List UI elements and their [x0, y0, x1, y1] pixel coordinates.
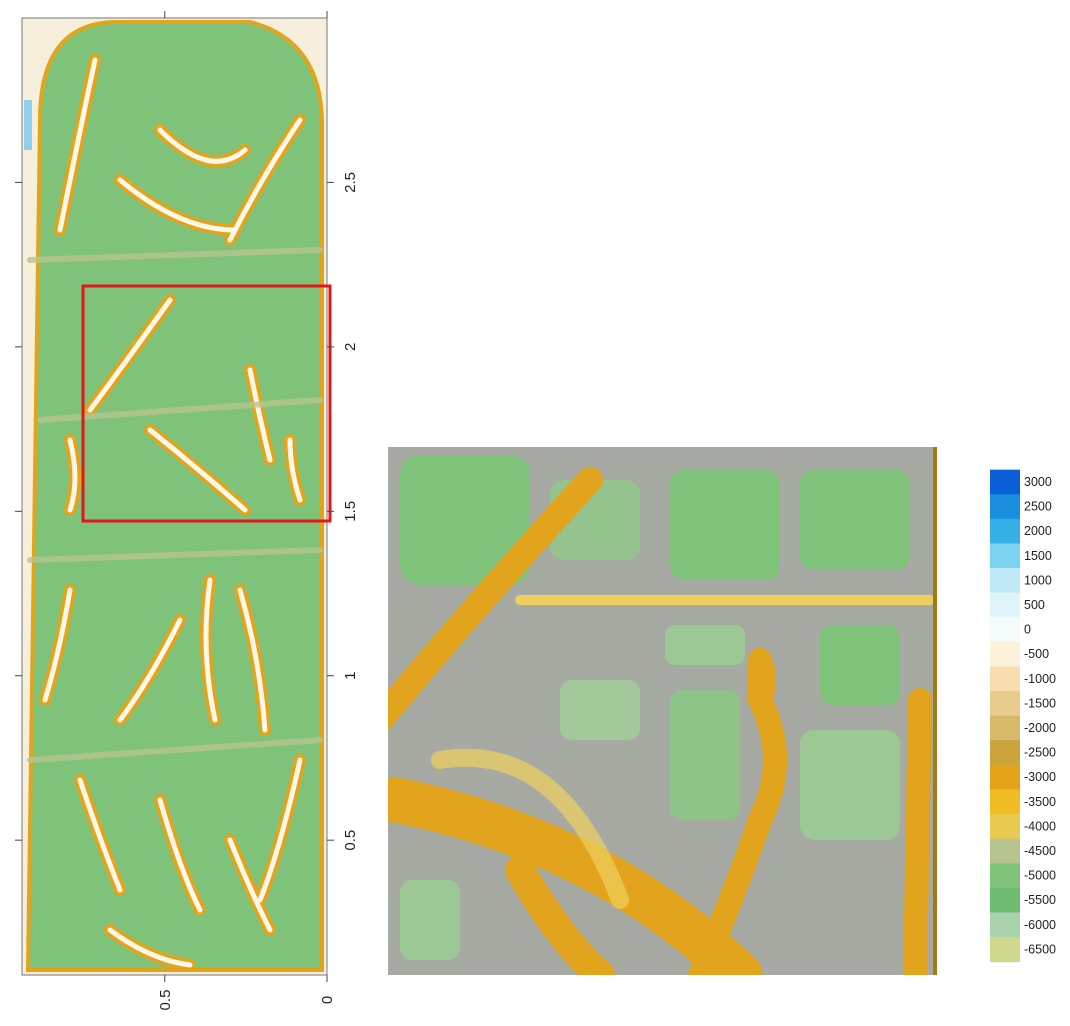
- colorbar-label: 0: [1024, 623, 1031, 637]
- colorbar-swatch: [990, 937, 1020, 962]
- colorbar-label: -2500: [1024, 746, 1056, 760]
- colorbar-label: 500: [1024, 598, 1045, 612]
- colorbar-swatch: [990, 691, 1020, 716]
- colorbar-label: -500: [1024, 647, 1049, 661]
- colorbar-label: 2500: [1024, 500, 1052, 514]
- colorbar-label: -1500: [1024, 696, 1056, 710]
- colorbar-label: 1500: [1024, 549, 1052, 563]
- y-tick-label: 0.5: [342, 830, 359, 851]
- colorbar-swatch: [990, 740, 1020, 765]
- colorbar-swatch: [990, 544, 1020, 569]
- colorbar-label: -6500: [1024, 942, 1056, 956]
- colorbar: 3000 2500 2000 1500 1000 500 0 -500 -1000 -1500 -2…: [990, 470, 1056, 962]
- colorbar-swatch: [990, 839, 1020, 864]
- x-tick-label: 0.5: [157, 990, 174, 1011]
- x-tick-label: 0: [319, 996, 336, 1004]
- y-tick-label: 2.5: [342, 172, 359, 193]
- colorbar-label: 2000: [1024, 524, 1052, 538]
- colorbar-label: 1000: [1024, 573, 1052, 587]
- colorbar-label: -3000: [1024, 770, 1056, 784]
- colorbar-swatch: [990, 790, 1020, 815]
- zoom-image: [380, 447, 937, 975]
- y-tick-label: 1: [342, 672, 359, 680]
- colorbar-swatch: [990, 765, 1020, 790]
- colorbar-label: -6000: [1024, 918, 1056, 932]
- colorbar-swatch: [990, 617, 1020, 642]
- colorbar-swatch: [990, 568, 1020, 593]
- colorbar-swatch: [990, 814, 1020, 839]
- colorbar-swatch: [990, 863, 1020, 888]
- colorbar-swatch: [990, 913, 1020, 938]
- colorbar-swatch: [990, 519, 1020, 544]
- map-image: [22, 18, 327, 975]
- colorbar-label: -4500: [1024, 844, 1056, 858]
- colorbar-swatch: [990, 667, 1020, 692]
- colorbar-label: -1000: [1024, 672, 1056, 686]
- colorbar-label: -2000: [1024, 721, 1056, 735]
- colorbar-label: 3000: [1024, 475, 1052, 489]
- colorbar-label: -4000: [1024, 819, 1056, 833]
- colorbar-swatch: [990, 642, 1020, 667]
- colorbar-label: -5500: [1024, 893, 1056, 907]
- colorbar-swatch: [990, 470, 1020, 495]
- y-tick-label: 2: [342, 343, 359, 351]
- colorbar-swatch: [990, 593, 1020, 618]
- colorbar-swatch: [990, 494, 1020, 519]
- figure: 3000 2500 2000 1500 1000 500 0 -500 -1000 -1500 -2…: [0, 0, 1070, 1021]
- y-tick-label: 1.5: [342, 501, 359, 522]
- colorbar-swatch: [990, 888, 1020, 913]
- colorbar-label: -3500: [1024, 795, 1056, 809]
- colorbar-label: -5000: [1024, 869, 1056, 883]
- colorbar-swatch: [990, 716, 1020, 741]
